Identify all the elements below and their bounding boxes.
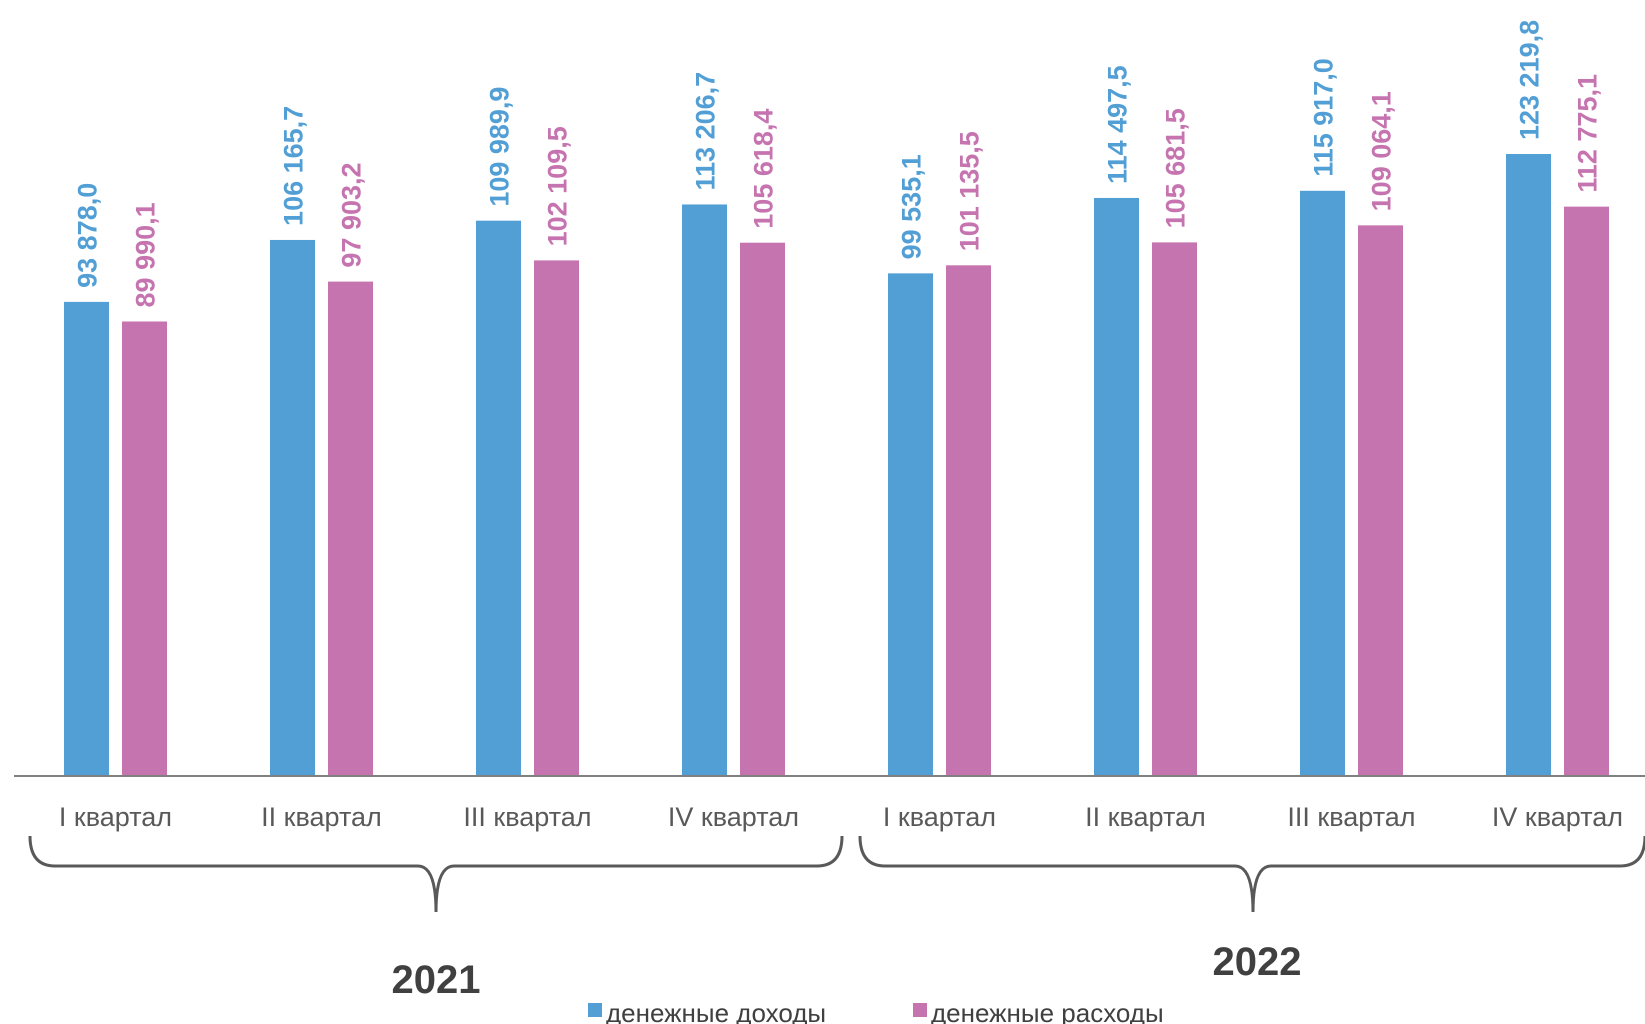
bar-series2-cat3: [534, 260, 579, 776]
value-label-series2-cat5: 101 135,5: [955, 131, 985, 251]
bar-series1-cat1: [64, 301, 109, 775]
value-labels-layer: 93 878,0 89 990,1 106 165,7 97 903,2 109 989…: [73, 20, 1603, 308]
value-label-series2-cat7: 109 064,1: [1367, 91, 1397, 211]
bars-layer: [64, 154, 1609, 776]
bar-series1-cat3: [476, 220, 521, 775]
legend-swatch-series1: [588, 1003, 602, 1017]
category-label-5: I квартал: [883, 802, 996, 832]
year-labels-layer: 2021 2022: [392, 940, 1302, 1002]
value-label-series2-cat1: 89 990,1: [131, 202, 161, 307]
year-bracket-2021: [28, 835, 844, 913]
year-label-2022: 2022: [1213, 940, 1302, 984]
legend: денежные доходы денежные расходы: [588, 998, 1164, 1024]
bar-series2-cat2: [328, 281, 373, 775]
category-label-1: I квартал: [59, 802, 172, 832]
value-label-series2-cat4: 105 618,4: [749, 109, 779, 229]
bar-series2-cat6: [1152, 242, 1197, 776]
value-label-series1-cat3: 109 989,9: [485, 87, 515, 207]
bar-series1-cat8: [1506, 154, 1551, 775]
category-labels-layer: I квартал II квартал III квартал IV квартал…: [59, 802, 1623, 832]
bar-series2-cat8: [1564, 206, 1609, 776]
bar-series1-cat5: [888, 273, 933, 775]
bar-series2-cat5: [946, 265, 991, 775]
bar-series1-cat2: [270, 239, 315, 775]
category-label-4: IV квартал: [668, 802, 799, 832]
bar-series2-cat7: [1358, 225, 1403, 775]
year-bracket-2022: [858, 835, 1645, 913]
bar-series1-cat6: [1094, 197, 1139, 775]
bar-series2-cat1: [122, 321, 167, 775]
category-label-7: III квартал: [1287, 802, 1415, 832]
value-label-series2-cat3: 102 109,5: [543, 126, 573, 246]
category-label-3: III квартал: [463, 802, 591, 832]
category-label-2: II квартал: [261, 802, 382, 832]
legend-swatch-series2: [913, 1003, 927, 1017]
value-label-series1-cat1: 93 878,0: [73, 183, 103, 288]
value-label-series1-cat2: 106 165,7: [279, 106, 309, 226]
value-label-series2-cat6: 105 681,5: [1161, 108, 1191, 228]
value-label-series1-cat7: 115 917,0: [1309, 58, 1339, 177]
bar-series1-cat7: [1300, 190, 1345, 776]
value-label-series2-cat2: 97 903,2: [337, 162, 367, 267]
category-label-6: II квартал: [1085, 802, 1206, 832]
legend-label-series1: денежные доходы: [606, 998, 826, 1024]
bar-series2-cat4: [740, 242, 785, 775]
value-label-series1-cat8: 123 219,8: [1515, 20, 1545, 140]
value-label-series1-cat4: 113 206,7: [691, 72, 721, 191]
value-label-series2-cat8: 112 775,1: [1573, 74, 1603, 193]
category-label-8: IV квартал: [1492, 802, 1623, 832]
year-brackets-layer: [28, 835, 1645, 913]
value-label-series1-cat5: 99 535,1: [897, 154, 927, 259]
value-label-series1-cat6: 114 497,5: [1103, 65, 1133, 184]
bar-series1-cat4: [682, 204, 727, 776]
legend-label-series2: денежные расходы: [931, 998, 1164, 1024]
year-label-2021: 2021: [392, 958, 481, 1002]
